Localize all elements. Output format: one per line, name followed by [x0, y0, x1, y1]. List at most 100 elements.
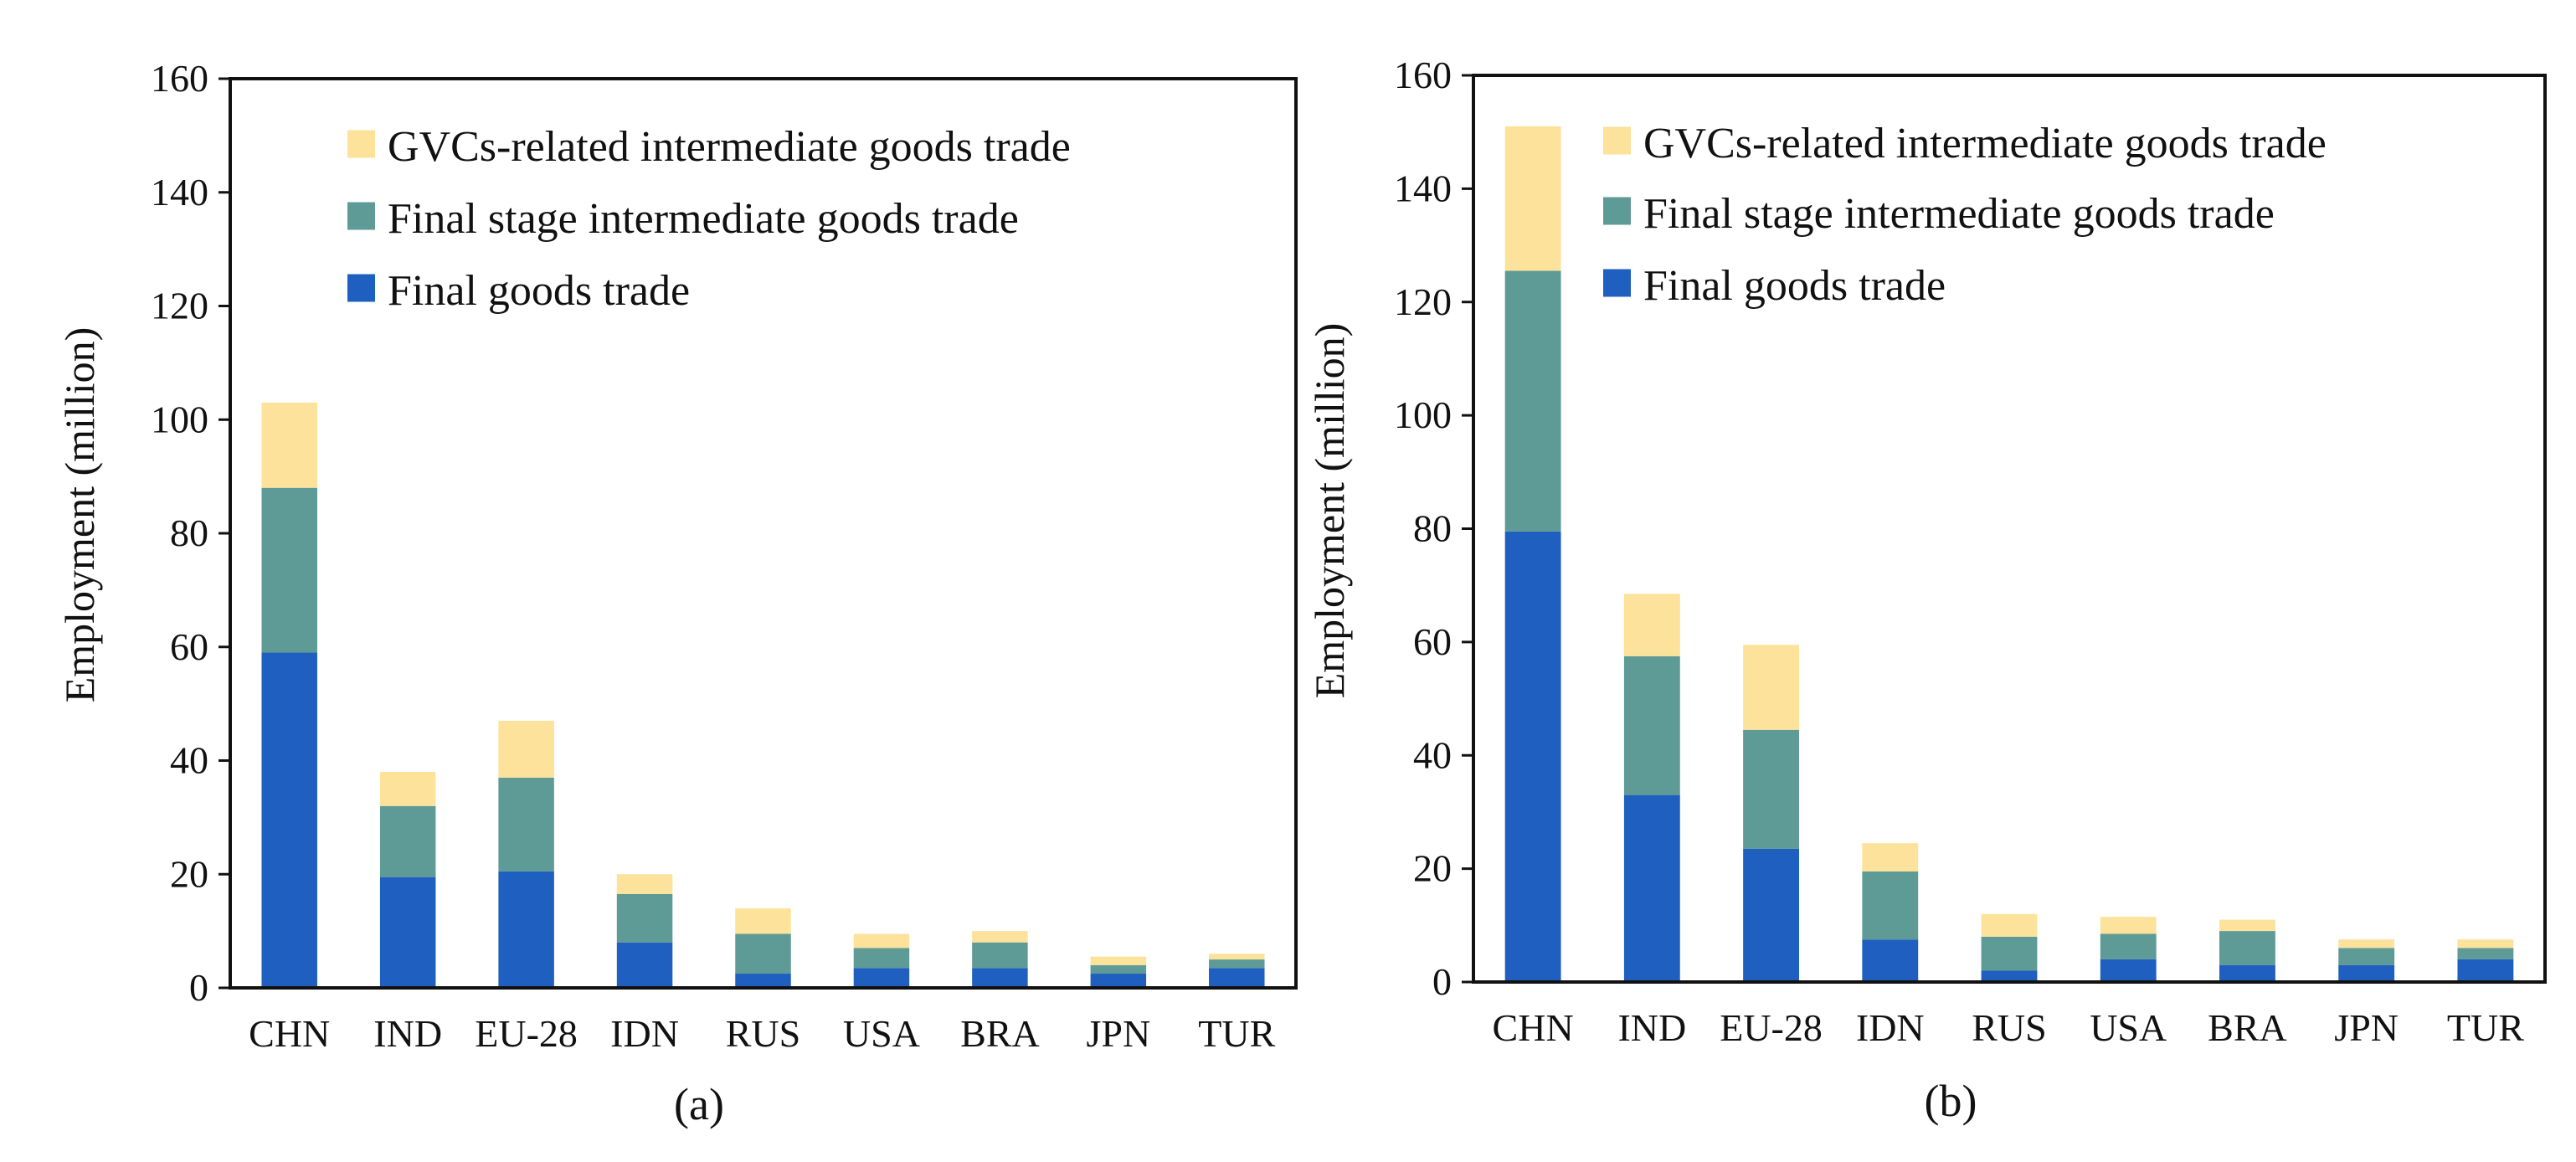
x-tick-label: IDN [1856, 1006, 1925, 1049]
y-tick-label: 80 [170, 512, 208, 554]
bar-b-usa-final-goods [2100, 959, 2157, 982]
y-axis-title-b: Employment (million) [1306, 323, 1353, 699]
legend-swatch [347, 130, 375, 158]
bars-panel-a [261, 402, 1265, 988]
x-axis-labels-b: CHN IND EU-28 IDN RUS USA BRA JPN TUR [1493, 1006, 2525, 1049]
y-tick-label: 0 [1432, 960, 1452, 1003]
bar-b-ind-gvc [1623, 594, 1680, 656]
x-tick-label: CHN [249, 1012, 330, 1055]
bar-a-idn-final-stage [616, 894, 673, 943]
x-tick-label: IND [373, 1012, 442, 1055]
bar-b-usa-final-stage [2100, 933, 2157, 959]
legend-label: Final goods trade [1643, 262, 1946, 310]
bar-a-ind-final-goods [379, 877, 436, 988]
bar-a-usa-final-goods [853, 968, 910, 988]
bar-a-tur-final-goods [1209, 968, 1265, 988]
panel-label-b: (b) [1925, 1076, 1977, 1126]
bar-a-usa-gvc [853, 933, 910, 949]
bar-a-bra-gvc [972, 931, 1028, 943]
bar-a-rus-final-goods [735, 974, 791, 988]
bar-a-ind-gvc [379, 772, 436, 806]
legend-label: Final stage intermediate goods trade [1643, 190, 2275, 238]
bar-b-ind-final-goods [1623, 794, 1680, 982]
legend-swatch [347, 202, 375, 230]
bar-a-ind-final-stage [379, 805, 436, 877]
bar-b-rus-gvc [1981, 913, 2038, 937]
bar-a-bra-final-goods [972, 968, 1028, 988]
x-tick-label: RUS [1972, 1006, 2046, 1049]
bar-b-jpn-final-goods [2338, 964, 2395, 982]
legend-label: Final goods trade [388, 267, 690, 315]
legend-swatch [1603, 269, 1631, 297]
y-axis-title-a: Employment (million) [56, 327, 103, 703]
bar-b-eu-28-final-stage [1743, 729, 1799, 849]
y-tick-label: 20 [1413, 847, 1452, 890]
y-axis-ticks-b: 0 20 40 60 80 100 120 140 160 [1394, 54, 1473, 1003]
bar-b-tur-final-stage [2457, 948, 2514, 959]
bar-b-eu-28-gvc [1743, 645, 1799, 730]
bar-b-chn-final-goods [1504, 531, 1561, 982]
y-tick-label: 40 [170, 739, 208, 782]
x-tick-label: IDN [610, 1012, 679, 1055]
bar-b-eu-28-final-goods [1743, 848, 1799, 982]
x-tick-label: JPN [2334, 1006, 2399, 1049]
bar-b-jpn-gvc [2338, 939, 2395, 949]
y-tick-label: 140 [151, 171, 208, 213]
chart-panel-a: 0 20 40 60 80 100 120 140 160 CHN IND EU-28 IDN RUS U… [56, 57, 1298, 1129]
legend-b: GVCs-related intermediate goods trade Fin… [1603, 120, 2327, 310]
x-tick-label: BRA [2208, 1006, 2287, 1049]
x-tick-label: TUR [1198, 1012, 1275, 1055]
x-tick-label: RUS [726, 1012, 800, 1055]
y-tick-label: 60 [1413, 620, 1452, 663]
bar-a-idn-gvc [616, 874, 673, 895]
bar-a-tur-gvc [1209, 954, 1265, 960]
bar-b-chn-gvc [1504, 126, 1561, 271]
bar-a-usa-final-stage [853, 948, 910, 969]
x-tick-label: USA [843, 1012, 920, 1055]
y-axis-ticks-a: 0 20 40 60 80 100 120 140 160 [151, 57, 230, 1009]
chart-panel-b: 0 20 40 60 80 100 120 140 160 CHN IND EU-28 IDN RUS U… [1306, 54, 2547, 1126]
y-tick-label: 140 [1394, 167, 1452, 209]
bars-panel-b [1504, 126, 2514, 982]
legend-label: GVCs-related intermediate goods trade [388, 123, 1071, 171]
y-tick-label: 120 [1394, 280, 1452, 323]
bar-b-idn-final-goods [1862, 939, 1919, 982]
bar-a-rus-gvc [735, 907, 791, 934]
legend-label: Final stage intermediate goods trade [388, 195, 1019, 243]
x-tick-label: EU-28 [475, 1012, 578, 1055]
bar-b-idn-gvc [1862, 843, 1919, 872]
bar-a-jpn-final-stage [1090, 964, 1147, 974]
legend-swatch [347, 274, 375, 302]
x-axis-labels-a: CHN IND EU-28 IDN RUS USA BRA JPN TUR [249, 1012, 1275, 1055]
legend-a: GVCs-related intermediate goods trade Fin… [347, 123, 1071, 315]
y-tick-label: 160 [151, 57, 208, 100]
x-tick-label: BRA [960, 1012, 1040, 1055]
x-tick-label: USA [2090, 1006, 2167, 1049]
bar-a-rus-final-stage [735, 933, 791, 974]
legend-label: GVCs-related intermediate goods trade [1643, 120, 2327, 167]
legend-swatch [1603, 126, 1631, 155]
legend-swatch [1603, 197, 1631, 225]
bar-a-eu-28-final-goods [498, 871, 554, 988]
bar-a-eu-28-gvc [498, 720, 554, 778]
x-tick-label: CHN [1493, 1006, 1574, 1049]
bar-a-jpn-gvc [1090, 956, 1147, 965]
y-tick-label: 60 [170, 625, 208, 668]
y-tick-label: 100 [151, 398, 208, 440]
bar-b-bra-final-goods [2219, 964, 2275, 982]
bar-a-chn-final-goods [261, 652, 317, 988]
bar-b-tur-final-goods [2457, 959, 2514, 982]
y-tick-label: 80 [1413, 507, 1452, 550]
bar-a-jpn-final-goods [1090, 974, 1147, 988]
bar-b-rus-final-stage [1981, 936, 2038, 971]
bar-b-tur-gvc [2457, 939, 2514, 949]
bar-b-idn-final-stage [1862, 872, 1919, 940]
y-tick-label: 100 [1394, 393, 1452, 436]
y-tick-label: 40 [1413, 733, 1452, 776]
bar-b-jpn-final-stage [2338, 948, 2395, 965]
x-tick-label: JPN [1086, 1012, 1150, 1055]
bar-b-bra-final-stage [2219, 931, 2275, 965]
bar-b-rus-final-goods [1981, 970, 2038, 982]
x-tick-label: IND [1617, 1006, 1686, 1049]
